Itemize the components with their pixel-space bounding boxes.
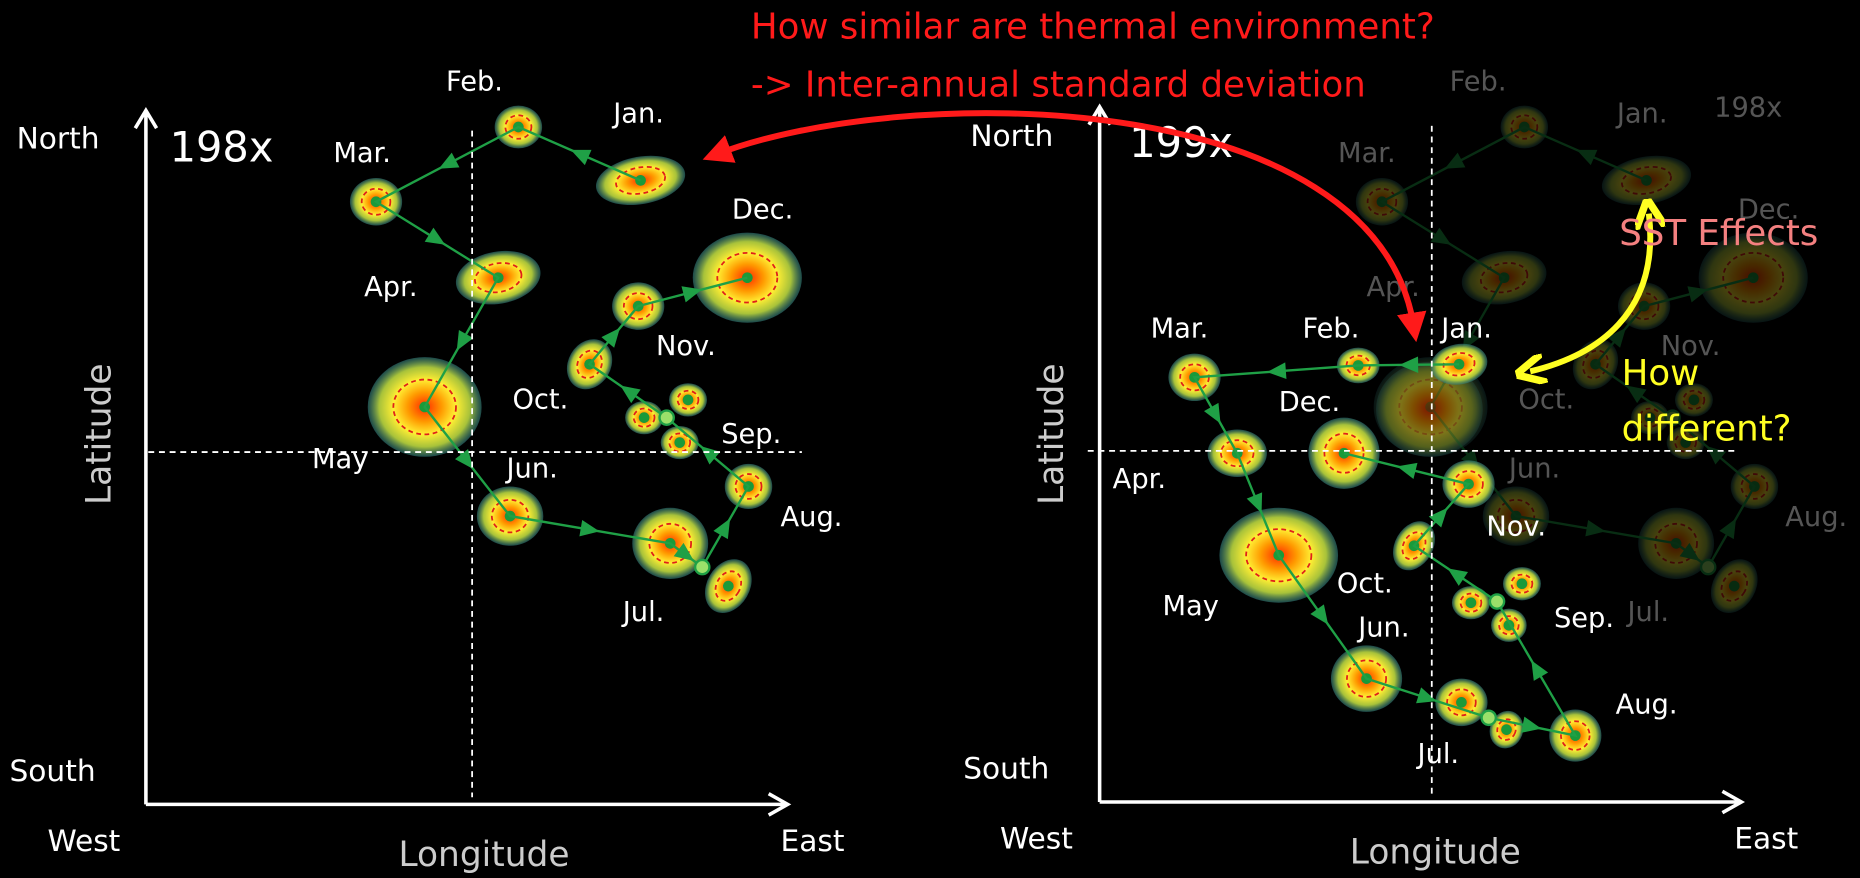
track-node [660, 411, 674, 425]
axis-end-label: East [1734, 820, 1798, 855]
month-label: Nov. [1486, 511, 1546, 542]
panel-label: 198x [170, 123, 274, 172]
month-label: Jun. [1356, 612, 1409, 643]
axis-title: Latitude [79, 363, 119, 505]
month-label: Feb. [446, 67, 503, 98]
track-arrow [1524, 656, 1548, 681]
annotation: How [1622, 353, 1700, 394]
axis-end-label: South [9, 753, 95, 788]
y-axis [135, 110, 156, 804]
track-arrow [567, 142, 591, 165]
track-arrow [1431, 228, 1456, 252]
track-arrow [450, 330, 474, 355]
blob-center [683, 395, 694, 406]
axis-title: Latitude [1032, 363, 1072, 505]
axis-end-label: South [963, 750, 1049, 785]
month-label: Aug. [781, 502, 843, 533]
month-label: Feb. [1302, 313, 1359, 344]
month-label: May [312, 444, 368, 475]
month-label: Mar. [333, 138, 391, 169]
month-label: Dec. [1279, 387, 1340, 418]
track-arrow [1521, 717, 1543, 737]
ghost-label: Oct. [1518, 385, 1574, 416]
ghost-label: Apr. [1367, 272, 1420, 303]
month-label: Jul. [1416, 739, 1460, 770]
month-label: Dec. [732, 195, 793, 226]
track-node [1482, 711, 1496, 725]
blob-center [1517, 578, 1528, 589]
blob-center [1456, 697, 1467, 708]
blob-center [1466, 597, 1477, 608]
track-arrow [1310, 604, 1335, 629]
month-label: Sep. [1554, 603, 1614, 634]
ghost-label: Mar. [1338, 138, 1396, 169]
track-arrow [1585, 520, 1606, 540]
track-arrow [1719, 514, 1743, 539]
month-label: Oct. [512, 385, 568, 416]
track-node [695, 560, 709, 574]
month-label: Jan. [611, 99, 664, 130]
blob [1452, 586, 1490, 619]
mean-lines [148, 126, 1739, 797]
axis-title: Longitude [398, 835, 569, 875]
month-label: Oct. [1337, 568, 1393, 599]
blob [661, 426, 699, 459]
compare-arrow [716, 113, 1414, 327]
axis-end-label: West [1000, 820, 1073, 855]
ghost-label: Feb. [1450, 67, 1507, 98]
track-arrow [425, 228, 450, 252]
annotation: -> Inter-annual standard deviation [751, 65, 1366, 106]
month-label: Apr. [364, 272, 417, 303]
ghost-label: Jun. [1507, 453, 1560, 484]
page: {"annotations": {"question": "How simila… [0, 0, 1860, 878]
axis-end-label: East [781, 823, 845, 858]
blob-center [674, 437, 685, 448]
month-label: Aug. [1616, 689, 1678, 720]
month-label: Mar. [1151, 313, 1209, 344]
month-label: Apr. [1113, 464, 1166, 495]
annotation: SST Effects [1619, 213, 1818, 254]
y-axis [1089, 107, 1110, 802]
month-label: Jul. [621, 597, 665, 628]
annotation: different? [1622, 409, 1792, 450]
panel-198x [350, 106, 802, 622]
track-arrow [1266, 362, 1286, 380]
slide: North South West East Longitude Latitude… [0, 0, 1860, 878]
blob-center [639, 412, 650, 423]
track-arrow [1204, 403, 1228, 428]
x-axis [1100, 791, 1742, 812]
track-node [1490, 594, 1504, 608]
track-arrow [616, 379, 641, 403]
track-arrow [1395, 458, 1417, 479]
ghost-label: Aug. [1785, 502, 1847, 533]
track-arrow [435, 153, 460, 177]
axis-end-label: West [47, 823, 120, 858]
track-arrow [1441, 153, 1466, 177]
track-node [1701, 560, 1715, 574]
axis-end-label: North [970, 118, 1053, 153]
annotation: How similar are thermal environment? [751, 7, 1435, 48]
track-arrow [1443, 561, 1468, 585]
axis-end-label: North [17, 121, 100, 156]
month-label: Jan. [1439, 313, 1492, 344]
blob [1503, 567, 1541, 600]
x-axis [146, 794, 788, 815]
track-arrow [579, 520, 600, 540]
month-label: Jun. [505, 453, 558, 484]
track-arrow [1573, 142, 1597, 165]
blob [1491, 609, 1527, 642]
axis-title: Longitude [1350, 833, 1521, 873]
ghost-label: Jan. [1615, 99, 1668, 130]
ghost-label: 198x [1714, 93, 1782, 124]
blob [669, 383, 707, 416]
blob [625, 401, 663, 434]
track-arrow [713, 514, 737, 539]
month-label: Sep. [721, 419, 781, 450]
ghost-label: Jul. [1626, 597, 1670, 628]
month-label: Nov. [656, 331, 716, 362]
blob-center [1689, 395, 1700, 406]
month-label: May [1163, 591, 1219, 622]
